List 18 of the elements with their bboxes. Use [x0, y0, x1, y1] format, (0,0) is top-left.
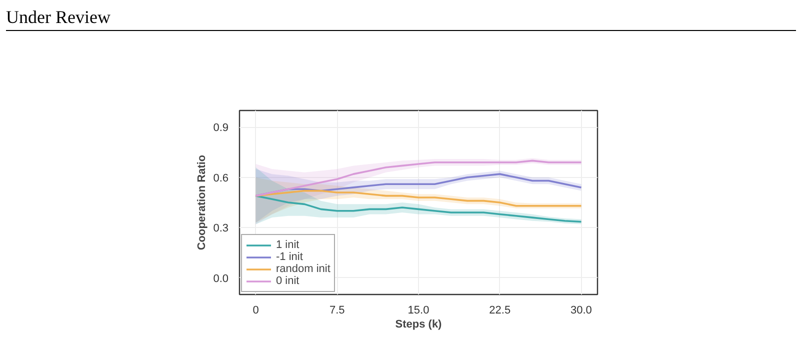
- x-tick-label: 7.5: [329, 304, 345, 316]
- x-tick-label: 0: [252, 304, 259, 316]
- x-tick-label: 15.0: [408, 304, 430, 316]
- line-series: [254, 194, 582, 223]
- y-tick-label: 0.3: [213, 222, 229, 235]
- y-tick-label: 0.6: [213, 172, 229, 184]
- line-series: [254, 160, 582, 197]
- legend-label: -1 init: [276, 251, 303, 263]
- y-tick-label: 0.0: [213, 272, 229, 285]
- text: Under Review: [6, 6, 110, 29]
- legend-label: random init: [276, 263, 330, 275]
- legend-label: 0 init: [276, 275, 300, 287]
- y-tick-label: 0.9: [213, 122, 229, 134]
- y-axis-title: Cooperation Ratio: [196, 154, 208, 250]
- x-tick-label: 22.5: [489, 304, 511, 316]
- x-axis-title: Steps (k): [395, 318, 442, 330]
- legend-label: 1 init: [276, 239, 300, 251]
- x-tick-label: 30.0: [570, 304, 592, 316]
